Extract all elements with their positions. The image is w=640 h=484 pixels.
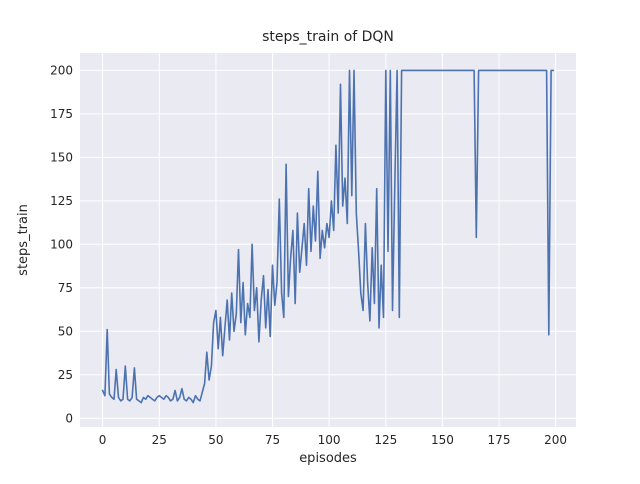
y-tick-label: 25	[58, 368, 73, 382]
x-tick-label: 75	[265, 433, 280, 447]
y-tick-label: 150	[50, 150, 73, 164]
x-tick-label: 125	[374, 433, 397, 447]
x-tick-label: 50	[208, 433, 223, 447]
x-tick-label: 150	[431, 433, 454, 447]
x-tick-label: 200	[544, 433, 567, 447]
y-tick-label: 125	[50, 194, 73, 208]
series-line-steps_train	[101, 69, 555, 404]
y-tick-label: 75	[58, 281, 73, 295]
x-tick-label: 25	[152, 433, 167, 447]
plot-background	[80, 53, 576, 427]
x-tick-label: 0	[99, 433, 107, 447]
x-axis-label: episodes	[299, 451, 357, 466]
chart-title: steps_train of DQN	[262, 29, 394, 45]
y-tick-label: 100	[50, 237, 73, 251]
x-tick-label: 175	[488, 433, 511, 447]
y-tick-label: 50	[58, 324, 73, 338]
tick-label-layer: 0 25 50 75 100 125 150 175 200 0 25 50 75 100 125 150 17…	[50, 63, 567, 447]
x-tick-label: 100	[318, 433, 341, 447]
plot-background-layer	[80, 53, 576, 427]
y-axis-label: steps_train	[16, 204, 31, 276]
y-tick-label: 0	[65, 411, 73, 425]
y-tick-label: 175	[50, 107, 73, 121]
y-tick-label: 200	[50, 63, 73, 77]
series-layer	[101, 69, 555, 404]
